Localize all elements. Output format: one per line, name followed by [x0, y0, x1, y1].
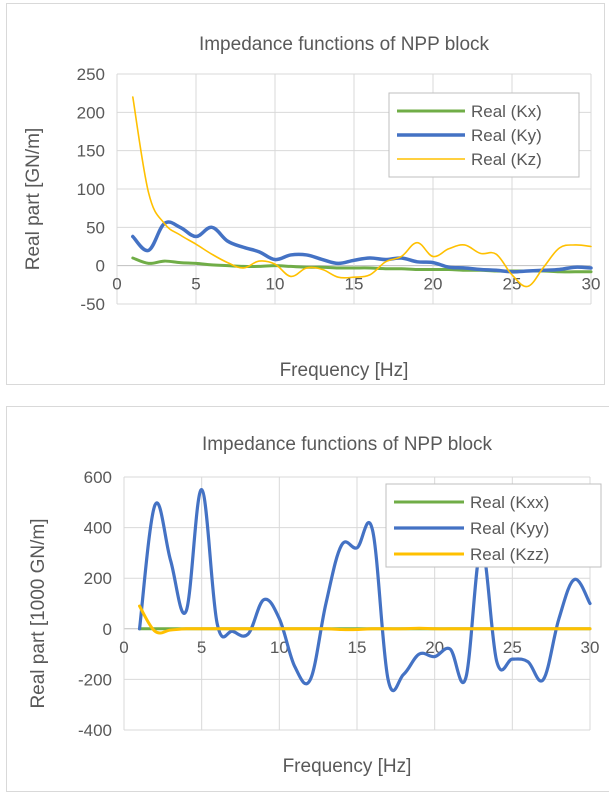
x-tick-label: 10	[266, 275, 285, 294]
chart-title: Impedance functions of NPP block	[199, 34, 490, 55]
y-tick-label: 600	[84, 468, 112, 487]
x-tick-label: 5	[197, 638, 206, 657]
legend-label: Real (Ky)	[471, 126, 542, 145]
x-tick-label: 20	[424, 275, 443, 294]
y-tick-label: 100	[77, 180, 105, 199]
y-tick-label: 50	[86, 218, 105, 237]
x-tick-label: 25	[503, 275, 522, 294]
legend: Real (Kxx) Real (Kyy) Real (Kzz)	[385, 483, 602, 568]
y-tick-label: 0	[96, 257, 105, 276]
chart-title: Impedance functions of NPP block	[202, 434, 493, 455]
legend-label: Real (Kxx)	[470, 493, 549, 512]
x-tick-label: 5	[191, 275, 200, 294]
x-axis-label: Frequency [Hz]	[283, 756, 412, 777]
series-line-3	[132, 96, 592, 288]
x-tick-label: 15	[345, 275, 364, 294]
y-tick-label: -200	[78, 670, 112, 689]
x-tick-label: 25	[503, 638, 522, 657]
legend: Real (Kx) Real (Ky) Real (Kz)	[388, 92, 580, 178]
y-tick-label: -50	[80, 295, 105, 314]
chart-panel-2: Impedance functions of NPP block 600 400 20…	[6, 406, 609, 792]
series-line-2	[131, 220, 593, 274]
x-tick-label: 0	[112, 275, 121, 294]
y-tick-label: 400	[84, 519, 112, 538]
x-tick-label: 30	[581, 638, 600, 657]
x-tick-label: 30	[582, 275, 601, 294]
y-axis-label: Real part [GN/m]	[23, 128, 44, 271]
y-tick-label: 0	[103, 620, 112, 639]
chart-panel-1: Impedance functions of NPP block 250 200 15…	[6, 3, 605, 385]
y-tick-label: 250	[77, 65, 105, 84]
y-tick-label: 150	[77, 142, 105, 161]
chart-svg-2: Impedance functions of NPP block 600 400 20…	[28, 434, 602, 777]
x-tick-label: 15	[348, 638, 367, 657]
x-axis-label: Frequency [Hz]	[280, 360, 409, 381]
y-tick-label: -400	[78, 721, 112, 740]
legend-label: Real (Kzz)	[470, 545, 549, 564]
legend-label: Real (Kx)	[471, 102, 542, 121]
y-tick-label: 200	[77, 103, 105, 122]
y-axis-label: Real part [1000 GN/m]	[28, 518, 49, 708]
legend-box	[388, 92, 580, 178]
series-line-2	[137, 488, 592, 693]
y-tick-label: 200	[84, 569, 112, 588]
legend-label: Real (Kyy)	[470, 519, 549, 538]
legend-label: Real (Kz)	[471, 150, 542, 169]
chart-svg-1: Impedance functions of NPP block25020015…	[23, 34, 601, 381]
x-tick-label: 0	[119, 638, 128, 657]
series-group	[131, 96, 593, 288]
series-group	[137, 488, 592, 693]
x-tick-label: 10	[270, 638, 289, 657]
series-line-3	[138, 604, 592, 635]
